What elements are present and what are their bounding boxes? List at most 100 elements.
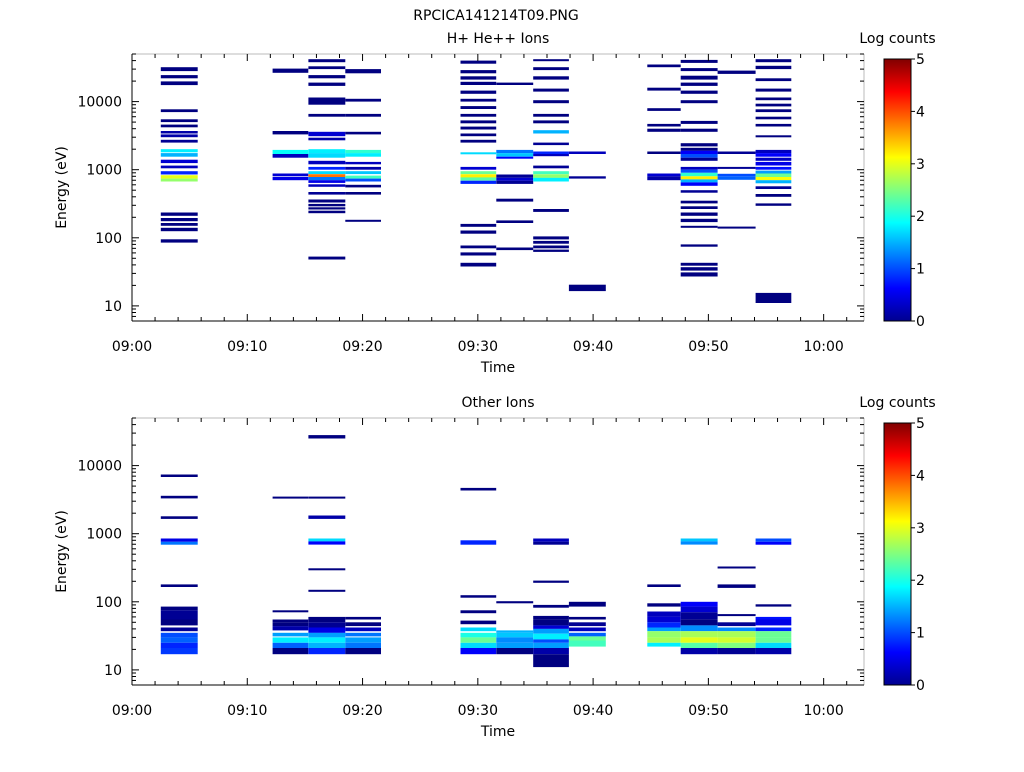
heatmap-cell (496, 630, 534, 633)
heatmap-cell (717, 176, 756, 180)
heatmap-cell (755, 637, 792, 643)
colorbar-tick-label: 2 (916, 209, 925, 225)
y-tick-label: 100 (95, 231, 122, 247)
heatmap-cell (272, 622, 309, 627)
heatmap-cell (460, 245, 497, 249)
heatmap-cell (345, 648, 381, 655)
heatmap-cell (533, 615, 569, 620)
heatmap-cell (680, 166, 718, 170)
heatmap-cell (755, 78, 792, 82)
heatmap-cell (755, 157, 792, 161)
heatmap-cell (680, 172, 718, 177)
heatmap-cell (345, 98, 381, 102)
heatmap-cell (308, 648, 346, 655)
heatmap-cell (755, 541, 792, 545)
heatmap-cell (533, 245, 569, 249)
heatmap-cell (160, 109, 198, 113)
heatmap-cell (345, 171, 381, 175)
heatmap-cell (680, 637, 718, 643)
heatmap-cell (160, 212, 198, 216)
heatmap-cell (647, 108, 681, 111)
heatmap-cell (533, 642, 569, 648)
heatmap-cell (680, 625, 718, 632)
heatmap-cell (345, 153, 381, 157)
heatmap-cell (460, 90, 497, 94)
heatmap-cell (533, 67, 569, 71)
heatmap-cell (680, 648, 718, 655)
colorbar-gradient (883, 58, 912, 322)
x-tick-label: 09:00 (112, 703, 152, 719)
heatmap-cell (680, 75, 718, 80)
heatmap-cell (533, 541, 569, 545)
heatmap-cell (160, 159, 198, 164)
heatmap-cell (755, 616, 792, 620)
heatmap-cell (533, 654, 569, 668)
heatmap-cell (568, 636, 606, 641)
heatmap-cell (160, 81, 198, 86)
heatmap-cell (160, 239, 198, 243)
heatmap-cell (755, 203, 792, 206)
heatmap-cell (272, 154, 309, 158)
heatmap-cell (308, 180, 346, 183)
heatmap-cell (717, 70, 756, 74)
heatmap-cell (308, 538, 346, 542)
heatmap-cell (496, 82, 534, 85)
heatmap-cell (308, 541, 346, 545)
heatmap-cell (308, 66, 346, 70)
heatmap-cell (568, 632, 606, 637)
heatmap-cell (160, 474, 198, 477)
heatmap-cell (717, 614, 756, 617)
heatmap-cell (568, 622, 606, 627)
heatmap-cell (680, 82, 718, 86)
heatmap-cell (160, 610, 198, 620)
heatmap-cell (496, 601, 534, 604)
heatmap-cell (717, 173, 756, 177)
heatmap-cell (755, 648, 792, 655)
heatmap-cell (160, 627, 198, 632)
y-axis-label: Energy (eV) (54, 146, 70, 229)
heatmap-cell (308, 515, 346, 519)
heatmap-cell (272, 610, 309, 613)
heatmap-cell (160, 648, 198, 655)
heatmap-cell (755, 170, 792, 174)
heatmap-cell (460, 180, 497, 184)
heatmap-cell (308, 627, 346, 633)
heatmap-cell (460, 610, 497, 614)
heatmap-cell (308, 616, 346, 623)
heatmap-cell (680, 154, 718, 158)
heatmap-cell (308, 184, 346, 187)
heatmap-cell (717, 622, 756, 627)
heatmap-cell (308, 171, 346, 175)
x-tick-label: 09:20 (342, 703, 382, 719)
heatmap-cell (533, 619, 569, 626)
heatmap-cell (160, 619, 198, 626)
heatmap-cell (755, 88, 792, 92)
heatmap-cell (533, 59, 569, 62)
heatmap-cell (755, 135, 792, 138)
colorbar-tick-label: 2 (916, 573, 925, 589)
heatmap-cell (680, 206, 718, 209)
heatmap-cell (496, 180, 534, 184)
colorbar-tick-label: 1 (916, 626, 925, 642)
x-tick-label: 09:30 (458, 703, 498, 719)
y-tick-label: 10 (104, 663, 122, 679)
heatmap-cell (345, 627, 381, 632)
heatmap-cell (272, 632, 309, 637)
heatmap-cell (460, 126, 497, 130)
heatmap-cell (755, 627, 792, 632)
heatmap-cell (308, 199, 346, 203)
heatmap-cell (533, 249, 569, 252)
heatmap-cell (272, 177, 309, 181)
heatmap-cell (496, 149, 534, 154)
colorbar-tick-label: 4 (916, 104, 925, 120)
x-axis-label: Time (480, 724, 515, 740)
heatmap-cell (647, 616, 681, 623)
heatmap-cell (460, 70, 497, 74)
heatmap-cell (308, 256, 346, 260)
heatmap-cell (680, 100, 718, 104)
heatmap-cell (160, 124, 198, 128)
heatmap-cell (308, 435, 346, 439)
heatmap-cell (755, 186, 792, 189)
heatmap-cell (680, 200, 718, 204)
heatmap-cell (308, 131, 346, 137)
